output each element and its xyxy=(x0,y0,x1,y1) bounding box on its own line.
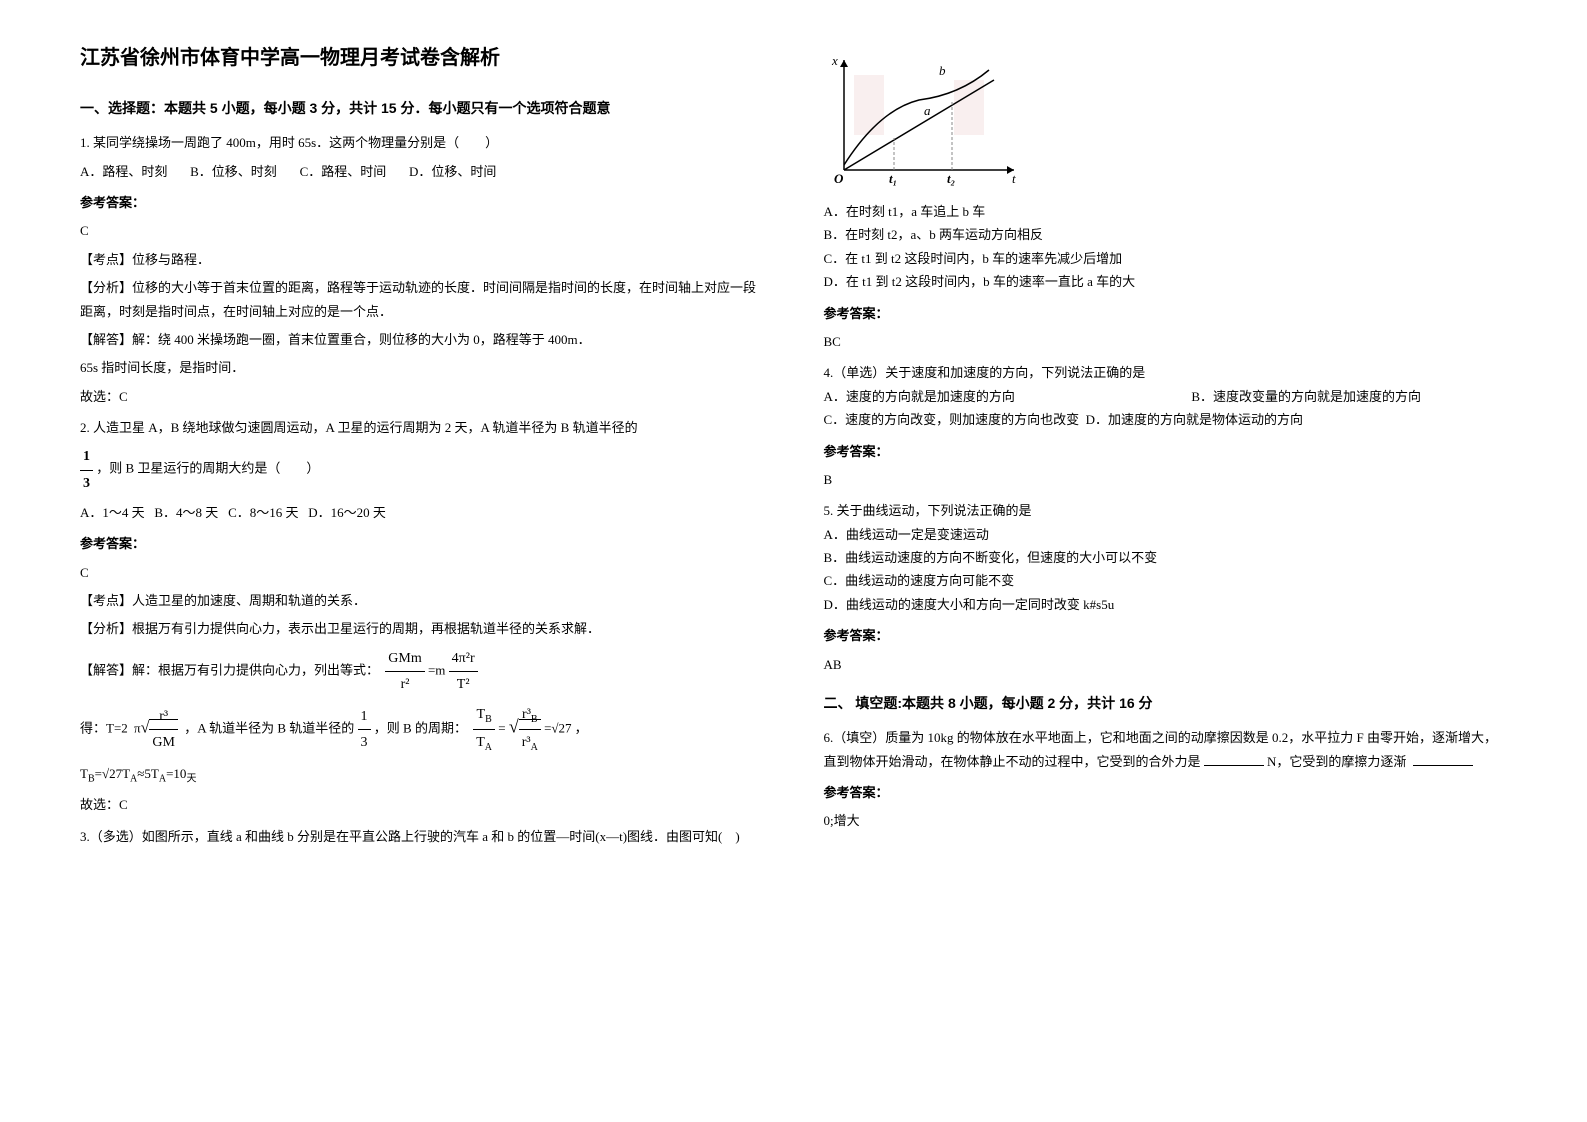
q3-optC: C．在 t1 到 t2 这段时间内，b 车的速率先减少后增加 xyxy=(824,247,1508,270)
q6-answer-label: 参考答案： xyxy=(824,781,1508,804)
q2-analysis3-text: 得：T=2 xyxy=(80,720,128,735)
q3-optB: B．在时刻 t2，a、b 两车运动方向相反 xyxy=(824,223,1508,246)
q2-analysis3c-text: ，则 B 的周期： xyxy=(374,720,467,735)
q1-answer-label: 参考答案： xyxy=(80,191,764,214)
q3-optD: D．在 t1 到 t2 这段时间内，b 车的速率一直比 a 车的大 xyxy=(824,270,1508,293)
q1-analysis2: 【解答】解：绕 400 米操场跑一圈，首末位置重合，则位移的大小为 0，路程等于… xyxy=(80,328,764,351)
q4-optA: A．速度的方向就是加速度的方向 xyxy=(824,389,1015,404)
q2-optC: C．8～16 天 xyxy=(228,505,298,520)
q3-answer: BC xyxy=(824,330,1508,353)
q1-options: A．路程、时刻 B．位移、时刻 C．路程、时间 D．位移、时间 xyxy=(80,160,764,183)
q5-text: 5. 关于曲线运动，下列说法正确的是 xyxy=(824,499,1508,522)
question-2: 2. 人造卫星 A，B 绕地球做匀速圆周运动，A 卫星的运行周期为 2 天，A … xyxy=(80,416,764,817)
q2-analysis2: 【解答】解：根据万有引力提供向心力，列出等式： GMmr² =m 4π²rT² xyxy=(80,646,764,697)
q6-blank2 xyxy=(1413,751,1473,766)
question-6: 6.（填空）质量为 10kg 的物体放在水平地面上，它和地面之间的动摩擦因数是 … xyxy=(824,726,1508,833)
q2-analysis1: 【分析】根据万有引力提供向心力，表示出卫星运行的周期，再根据轨道半径的关系求解． xyxy=(80,617,764,640)
q3-text: 3.（多选）如图所示，直线 a 和曲线 b 分别是在平直公路上行驶的汽车 a 和… xyxy=(80,825,764,848)
q3-answer-label: 参考答案： xyxy=(824,302,1508,325)
fraction-1-3: 13 xyxy=(80,444,93,495)
question-1: 1. 某同学绕操场一周跑了 400m，用时 65s．这两个物理量分别是（ ） A… xyxy=(80,131,764,408)
chart-a-label: a xyxy=(924,103,931,118)
question-5: 5. 关于曲线运动，下列说法正确的是 A．曲线运动一定是变速运动 B．曲线运动速… xyxy=(824,499,1508,676)
q5-optC: C．曲线运动的速度方向可能不变 xyxy=(824,569,1508,592)
q2-analysis4: 故选：C xyxy=(80,793,764,816)
section1-header: 一、选择题：本题共 5 小题，每小题 3 分，共计 15 分．每小题只有一个选项… xyxy=(80,96,764,121)
question-4: 4.（单选）关于速度和加速度的方向，下列说法正确的是 A．速度的方向就是加速度的… xyxy=(824,361,1508,491)
q1-optA: A．路程、时刻 xyxy=(80,164,167,179)
q2-formula-final: TB=√27TA≈5TA=10天 xyxy=(80,762,764,789)
q4-optC: C．速度的方向改变，则加速度的方向也改变 xyxy=(824,412,1080,427)
exam-title: 江苏省徐州市体育中学高一物理月考试卷含解析 xyxy=(80,40,764,76)
q2-point: 【考点】人造卫星的加速度、周期和轨道的关系． xyxy=(80,589,764,612)
q4-answer: B xyxy=(824,468,1508,491)
q4-answer-label: 参考答案： xyxy=(824,440,1508,463)
q4-optD: D．加速度的方向就是物体运动的方向 xyxy=(1086,412,1303,427)
q5-optB: B．曲线运动速度的方向不断变化，但速度的大小可以不变 xyxy=(824,546,1508,569)
q2-answer-label: 参考答案： xyxy=(80,532,764,555)
q2-optD: D．16～20 天 xyxy=(308,505,386,520)
left-column: 江苏省徐州市体育中学高一物理月考试卷含解析 一、选择题：本题共 5 小题，每小题… xyxy=(80,40,764,856)
q2-analysis3: 得：T=2 π√r³GM ，A 轨道半径为 B 轨道半径的 13 ，则 B 的周… xyxy=(80,702,764,757)
formula-T: π√r³GM xyxy=(134,704,178,755)
q2-text2: ，则 B 卫星运行的周期大约是（ ） xyxy=(96,461,319,476)
formula-gmm: GMmr² =m 4π²rT² xyxy=(385,646,477,697)
chart-ylabel: x xyxy=(831,53,838,68)
chart-xlabel: t xyxy=(1012,171,1016,186)
q2-text: 2. 人造卫星 A，B 绕地球做匀速圆周运动，A 卫星的运行周期为 2 天，A … xyxy=(80,420,638,435)
chart-t1: t₁ xyxy=(889,171,897,186)
q1-text: 1. 某同学绕操场一周跑了 400m，用时 65s．这两个物理量分别是（ ） xyxy=(80,131,764,154)
q2-answer: C xyxy=(80,561,764,584)
q1-analysis4: 故选：C xyxy=(80,385,764,408)
q5-optD: D．曲线运动的速度大小和方向一定同时改变 k#s5u xyxy=(824,593,1508,616)
q6-text2: N，它受到的摩擦力逐渐 xyxy=(1267,754,1406,769)
chart-origin: O xyxy=(834,171,844,186)
right-column: x t O t₁ t₂ a b A．在时刻 t1，a 车追上 b 车 B．在时刻… xyxy=(824,40,1508,856)
q1-analysis3: 65s 指时间长度，是指时间． xyxy=(80,356,764,379)
q4-row1: A．速度的方向就是加速度的方向 B．速度改变量的方向就是加速度的方向 xyxy=(824,385,1508,408)
q2-optB: B．4～8 天 xyxy=(154,505,218,520)
q3-optA: A．在时刻 t1，a 车追上 b 车 xyxy=(824,200,1508,223)
q1-optC: C．路程、时间 xyxy=(300,164,387,179)
q5-answer: AB xyxy=(824,653,1508,676)
chart-svg: x t O t₁ t₂ a b xyxy=(824,50,1024,190)
q1-optD: D．位移、时间 xyxy=(409,164,496,179)
q1-analysis1: 【分析】位移的大小等于首末位置的距离，路程等于运动轨迹的长度．时间间隔是指时间的… xyxy=(80,276,764,323)
q4-optB: B．速度改变量的方向就是加速度的方向 xyxy=(1191,389,1421,404)
q1-point: 【考点】位移与路程． xyxy=(80,248,764,271)
q5-answer-label: 参考答案： xyxy=(824,624,1508,647)
q2-analysis3b-text: ，A 轨道半径为 B 轨道半径的 xyxy=(184,720,354,735)
q2-optA: A．1～4 天 xyxy=(80,505,145,520)
q5-optA: A．曲线运动一定是变速运动 xyxy=(824,523,1508,546)
q4-text: 4.（单选）关于速度和加速度的方向，下列说法正确的是 xyxy=(824,361,1508,384)
q2-analysis2-text: 【解答】解：根据万有引力提供向心力，列出等式： xyxy=(80,662,379,677)
question-3: 3.（多选）如图所示，直线 a 和曲线 b 分别是在平直公路上行驶的汽车 a 和… xyxy=(80,825,764,848)
chart-b-label: b xyxy=(939,63,946,78)
q1-answer: C xyxy=(80,219,764,242)
section2-header: 二、 填空题:本题共 8 小题，每小题 2 分，共计 16 分 xyxy=(824,691,1508,716)
q6-answer: 0;增大 xyxy=(824,809,1508,832)
chart-t2: t₂ xyxy=(947,171,955,186)
q2-options: A．1～4 天 B．4～8 天 C．8～16 天 D．16～20 天 xyxy=(80,501,764,524)
formula-ratio: TBTA = √r³Br³A =√27 xyxy=(473,702,571,757)
xt-chart: x t O t₁ t₂ a b xyxy=(824,50,1508,190)
q1-optB: B．位移、时刻 xyxy=(190,164,277,179)
fraction-1-3b: 13 xyxy=(358,704,371,755)
q4-row2: C．速度的方向改变，则加速度的方向也改变 D．加速度的方向就是物体运动的方向 xyxy=(824,408,1508,431)
q6-blank1 xyxy=(1204,751,1264,766)
